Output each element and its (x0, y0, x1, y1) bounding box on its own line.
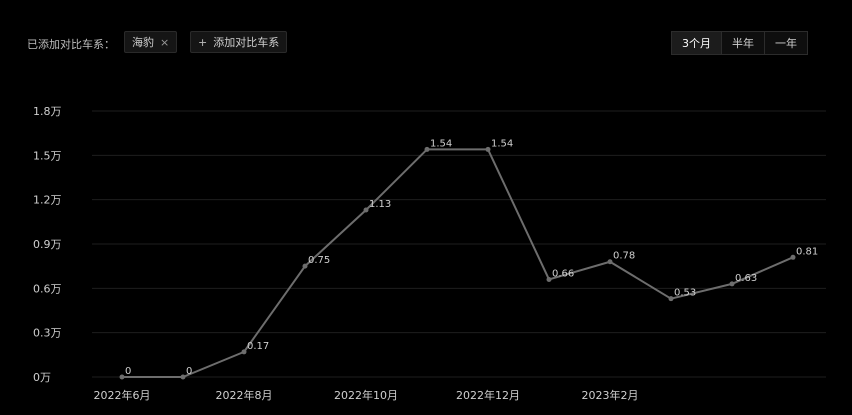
data-label: 0.78 (613, 251, 635, 262)
data-point (485, 146, 491, 152)
data-label: 0.63 (735, 273, 757, 284)
data-label: 0.81 (796, 246, 818, 257)
remove-series-icon[interactable]: × (160, 36, 170, 49)
toolbar: 已添加对比车系： 海豹 × + 添加对比车系 3个月 半年 一年 (0, 0, 852, 70)
data-point (302, 263, 308, 269)
data-label: 1.13 (369, 199, 391, 210)
range-one-year-button[interactable]: 一年 (765, 31, 808, 55)
x-tick-label: 2022年10月 (334, 388, 398, 402)
data-label: 0.17 (247, 341, 269, 352)
add-series-button[interactable]: + 添加对比车系 (190, 31, 288, 53)
data-label: 1.54 (430, 138, 452, 149)
series-line (122, 148, 794, 378)
range-half-year-button[interactable]: 半年 (722, 31, 765, 55)
y-tick-label: 0.3万 (33, 327, 62, 340)
x-tick-label: 2023年2月 (582, 388, 639, 402)
data-point (607, 259, 613, 265)
x-tick-label: 2022年12月 (456, 388, 520, 402)
y-tick-label: 0万 (33, 371, 51, 384)
data-label: 0.75 (308, 255, 330, 266)
data-label: 0 (186, 366, 192, 377)
data-point (729, 281, 735, 287)
selected-series-chip[interactable]: 海豹 × (124, 31, 178, 53)
data-point (546, 276, 552, 282)
data-point (180, 374, 186, 380)
data-point (790, 254, 796, 260)
selected-series-label: 海豹 (132, 36, 154, 49)
y-tick-label: 0.9万 (33, 238, 62, 251)
plus-icon: + (198, 36, 208, 49)
data-label: 0 (125, 366, 131, 377)
compare-label: 已添加对比车系： (27, 38, 115, 51)
data-label: 0.66 (552, 268, 574, 279)
data-point (241, 349, 247, 355)
data-label: 0.53 (674, 288, 696, 299)
data-point (119, 374, 125, 380)
data-point (668, 296, 674, 302)
x-tick-label: 2022年6月 (94, 388, 151, 402)
data-point (424, 146, 430, 152)
range-selector: 3个月 半年 一年 (671, 31, 808, 55)
x-tick-label: 2022年8月 (216, 388, 273, 402)
y-tick-label: 1.2万 (33, 194, 62, 207)
range-3-months-button[interactable]: 3个月 (671, 31, 722, 55)
data-label: 1.54 (491, 138, 513, 149)
y-tick-label: 1.8万 (33, 105, 62, 118)
y-tick-label: 0.6万 (33, 282, 62, 295)
data-point (363, 207, 369, 213)
y-tick-label: 1.5万 (33, 149, 62, 162)
add-series-label: 添加对比车系 (213, 36, 280, 49)
